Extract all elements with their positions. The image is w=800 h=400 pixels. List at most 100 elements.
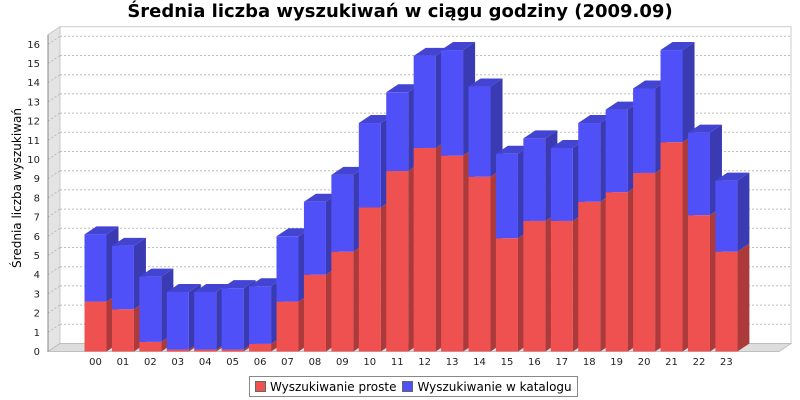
legend: Wyszukiwanie proste Wyszukiwanie w katal…: [249, 376, 578, 397]
y-axis-label: Średnia liczba wyszukiwań: [9, 108, 24, 268]
bar-front: [550, 220, 573, 352]
bar-top: [276, 228, 311, 237]
x-tick-label: 01: [117, 357, 130, 368]
x-tick-label: 16: [528, 357, 541, 368]
bar-top: [249, 278, 284, 287]
x-tick-label: 13: [446, 357, 459, 368]
gridline-side: [47, 189, 61, 199]
legend-swatch-proste: [255, 381, 266, 392]
y-tick-label: 3: [34, 289, 40, 300]
bar-front: [605, 192, 628, 352]
bar-top: [523, 130, 558, 139]
gridline-side: [47, 170, 61, 180]
bar-front: [660, 142, 683, 352]
bar-23-series-1: [715, 172, 750, 252]
y-tick-label: 1: [34, 328, 40, 339]
bars: [84, 42, 750, 352]
bar-front: [523, 138, 546, 221]
x-tick-label: 06: [254, 357, 267, 368]
bar-front: [276, 301, 299, 352]
y-tick-label: 16: [27, 40, 40, 51]
y-tick-label: 7: [34, 213, 40, 224]
bar-top: [139, 268, 174, 277]
bar-top: [194, 283, 229, 292]
bar-front: [194, 291, 217, 350]
x-tick-label: 19: [610, 357, 623, 368]
legend-item-katalog: Wyszukiwanie w katalogu: [402, 379, 572, 394]
bar-front: [358, 123, 381, 208]
gridline-side: [47, 74, 61, 84]
gridline-side: [47, 285, 61, 295]
x-tick-label: 22: [693, 357, 706, 368]
bar-top: [495, 145, 530, 154]
bar-front: [249, 343, 272, 352]
bar-top: [687, 124, 722, 133]
bar-top: [358, 115, 393, 124]
bar-front: [495, 238, 518, 352]
bar-top: [221, 280, 256, 289]
bar-front: [578, 201, 601, 352]
legend-swatch-katalog: [402, 381, 414, 392]
bar-front: [605, 109, 628, 193]
x-tick-label: 23: [720, 357, 733, 368]
bar-front: [303, 201, 326, 275]
gridline-side: [47, 247, 61, 256]
bar-front: [386, 92, 409, 172]
bar-top: [441, 42, 476, 51]
y-tick-label: 10: [27, 155, 40, 166]
bar-top: [166, 283, 201, 292]
bar-top: [386, 84, 421, 93]
bar-front: [441, 155, 464, 352]
x-tick-label: 04: [199, 357, 212, 368]
gridline-side: [47, 112, 61, 122]
y-tick-label: 11: [27, 136, 40, 147]
y-tick-label: 9: [34, 174, 40, 185]
bar-front: [715, 251, 738, 352]
bar-front: [687, 132, 710, 216]
chart-title: Średnia liczba wyszukiwań w ciągu godzin…: [127, 1, 673, 22]
x-tick-label: 18: [583, 357, 596, 368]
x-tick-label: 08: [309, 357, 322, 368]
gridline-side: [47, 266, 61, 276]
x-tick-label: 21: [665, 357, 678, 368]
legend-label-katalog: Wyszukiwanie w katalogu: [417, 379, 572, 394]
bar-21-series-1: [660, 42, 695, 143]
y-tick-label: 14: [27, 78, 40, 89]
x-tick-label: 03: [171, 357, 184, 368]
legend-item-proste: Wyszukiwanie proste: [255, 380, 396, 394]
gridline-side: [47, 55, 61, 64]
bar-top: [303, 193, 338, 202]
bar-front: [166, 291, 189, 350]
bar-top: [605, 101, 640, 110]
bar-front: [194, 349, 217, 352]
bar-front: [550, 147, 573, 221]
bar-front: [84, 301, 107, 352]
bar-front: [84, 234, 107, 302]
bar-front: [495, 153, 518, 239]
bar-front: [468, 176, 491, 352]
bar-front: [413, 147, 436, 352]
bar-front: [578, 123, 601, 202]
x-tick-label: 10: [363, 357, 376, 368]
bar-top: [550, 139, 585, 148]
bar-front: [249, 286, 272, 344]
gridline-side: [47, 227, 61, 237]
bar-22-series-1: [687, 124, 722, 216]
x-tick-label: 09: [336, 357, 349, 368]
bar-front: [660, 50, 683, 143]
bar-top: [331, 166, 366, 175]
bar-front: [441, 50, 464, 156]
x-tick-label: 00: [89, 357, 102, 368]
y-tick-label: 2: [34, 309, 40, 320]
bar-front: [633, 88, 656, 173]
x-tick-label: 20: [638, 357, 651, 368]
bar-front: [523, 220, 546, 352]
bar-top: [84, 226, 119, 235]
bar-top: [468, 78, 503, 87]
x-tick-label: 17: [555, 357, 568, 368]
bar-front: [303, 274, 326, 352]
bar-top: [715, 172, 750, 181]
bar-top: [578, 115, 613, 124]
gridline-side: [47, 208, 61, 218]
y-tick-label: 0: [34, 347, 40, 358]
